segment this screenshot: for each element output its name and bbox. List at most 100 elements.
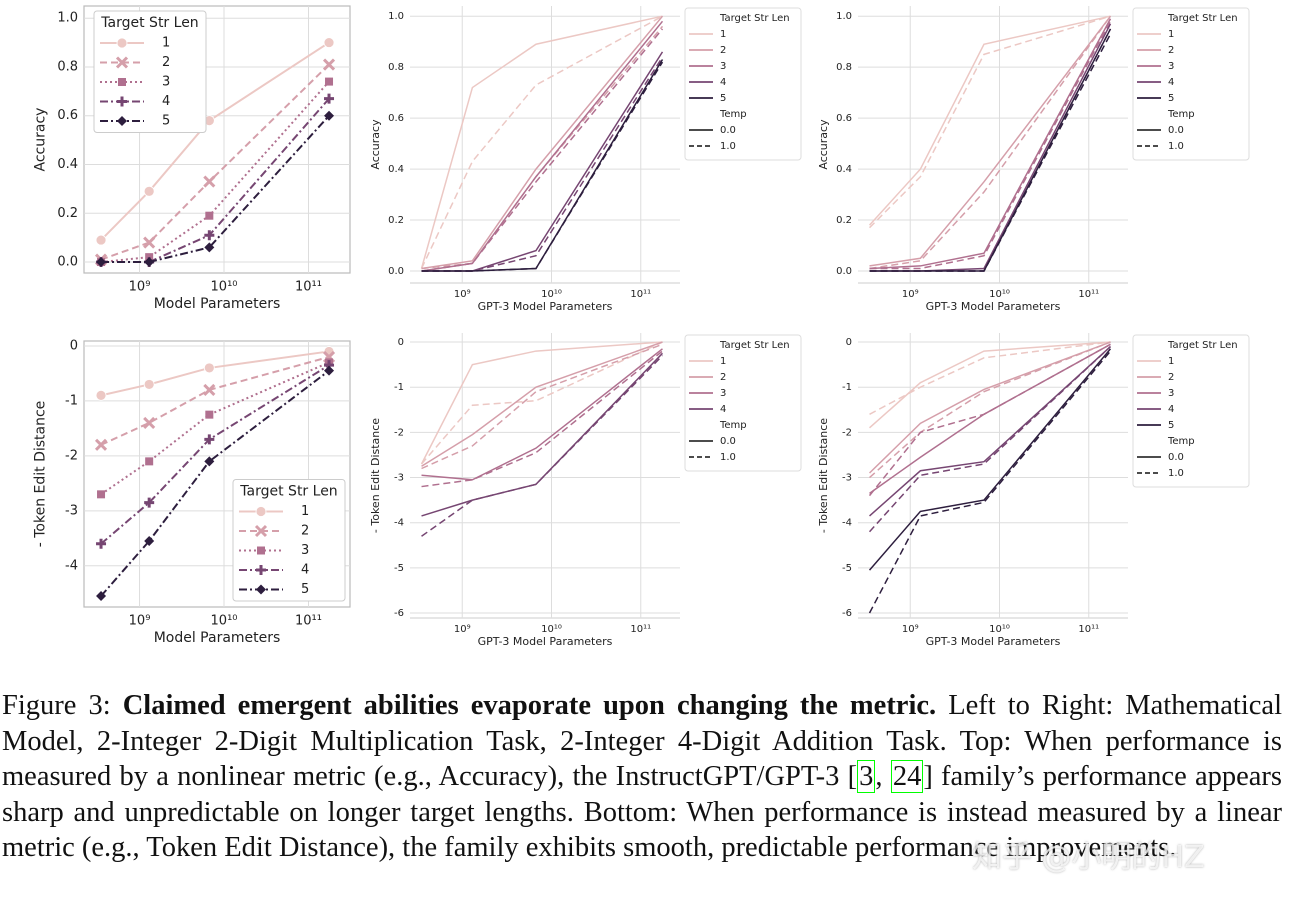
y-tick-label: 0.4 — [57, 157, 78, 172]
marker — [254, 524, 268, 538]
y-axis-label: - Token Edit Distance — [369, 418, 382, 533]
series-line — [869, 345, 1111, 517]
x-tick-label: 10¹¹ — [295, 614, 322, 629]
legend-label: 2 — [720, 45, 726, 56]
series-line — [421, 350, 663, 488]
legend-label: 5 — [301, 582, 309, 597]
series-line — [869, 33, 1112, 272]
legend-label: 1 — [720, 356, 726, 367]
y-tick-label: -2 — [65, 448, 78, 463]
marker — [118, 78, 126, 86]
x-tick-label: 10¹¹ — [1078, 624, 1099, 635]
x-tick-label: 10¹⁰ — [989, 624, 1010, 635]
marker — [97, 490, 106, 499]
series-line — [100, 350, 330, 397]
x-tick-label: 10¹⁰ — [211, 280, 238, 295]
legend-title: Target Str Len — [100, 15, 198, 31]
marker — [96, 591, 107, 602]
legend-box — [1132, 7, 1250, 161]
marker — [143, 379, 155, 390]
legend-label: 4 — [162, 94, 170, 109]
x-tick-label: 10⁹ — [902, 289, 919, 300]
x-tick-label: 10⁹ — [454, 289, 471, 300]
y-tick-label: 1.0 — [836, 11, 852, 22]
series-line — [420, 341, 663, 465]
caption: Figure 3: Claimed emergent abilities eva… — [2, 688, 1282, 866]
y-tick-label: 0.4 — [836, 164, 852, 175]
series-line — [869, 341, 1111, 474]
y-tick-label: -4 — [394, 518, 404, 529]
series-line — [869, 23, 1112, 272]
series-line — [421, 25, 664, 270]
legend-label: 4 — [1168, 77, 1174, 88]
series-line — [421, 355, 664, 537]
x-tick-label: 10¹¹ — [630, 624, 651, 635]
caption-text: Left to Right: Mathematical Model, 2-Int… — [2, 690, 1282, 792]
y-axis-label: Accuracy — [369, 119, 382, 170]
marker — [144, 257, 155, 268]
series-line — [101, 115, 330, 264]
legend-label: 3 — [301, 543, 309, 558]
legend-title: Target Str Len — [719, 13, 790, 24]
series-line — [869, 341, 1111, 415]
legend-box — [1132, 334, 1250, 488]
legend-label: 5 — [162, 114, 170, 129]
legend-label: 2 — [162, 55, 170, 70]
legend-label: 3 — [1168, 388, 1174, 399]
legend-label: 3 — [162, 75, 170, 90]
legend-title: Target Str Len — [719, 340, 790, 351]
legend-label: 1.0 — [720, 141, 736, 152]
y-tick-label: 0.2 — [836, 215, 852, 226]
series-line — [420, 15, 663, 269]
legend-label: 0.0 — [720, 125, 736, 136]
marker — [323, 37, 335, 48]
x-tick-label: 10⁹ — [454, 624, 471, 635]
x-axis-label: GPT-3 Model Parameters — [926, 635, 1061, 648]
legend-label: 4 — [301, 563, 309, 578]
series-line — [421, 348, 663, 481]
marker — [324, 110, 335, 121]
x-axis-label: GPT-3 Model Parameters — [926, 300, 1061, 313]
y-tick-label: 0.2 — [388, 215, 404, 226]
series-line — [869, 15, 1112, 267]
y-tick-label: 0 — [846, 337, 852, 348]
y-tick-label: 0 — [70, 338, 78, 353]
legend-box — [684, 334, 802, 472]
legend-label: 5 — [1168, 420, 1174, 431]
legend-label: 0.0 — [1168, 452, 1184, 463]
y-axis-label: Accuracy — [817, 119, 830, 170]
marker — [256, 584, 266, 595]
legend-label: 3 — [1168, 61, 1174, 72]
marker — [204, 434, 215, 445]
marker — [204, 242, 215, 253]
series-line — [100, 63, 330, 261]
marker — [117, 96, 127, 107]
legend-title: Target Str Len — [239, 484, 337, 500]
series-line — [100, 361, 330, 496]
citation[interactable]: 3 — [857, 760, 876, 793]
citation[interactable]: 24 — [890, 760, 924, 793]
series-line — [420, 15, 663, 269]
legend-label: 4 — [720, 77, 726, 88]
series-line — [100, 369, 330, 597]
x-tick-label: 10¹¹ — [1078, 289, 1099, 300]
marker — [145, 457, 154, 466]
caption-text: ] family’s performance appears sharp and… — [2, 761, 1283, 863]
marker — [325, 77, 334, 86]
y-tick-label: -1 — [394, 382, 404, 393]
series-line — [100, 364, 330, 545]
series-line — [869, 18, 1112, 270]
series-line — [869, 343, 1111, 494]
y-tick-label: 0.8 — [57, 59, 78, 74]
series-line — [869, 20, 1112, 270]
series-line — [421, 28, 664, 272]
series-line — [868, 350, 1112, 614]
legend-title: Temp — [719, 420, 747, 431]
series-line — [869, 341, 1111, 429]
y-tick-label: 0.6 — [836, 113, 852, 124]
y-tick-label: 0 — [398, 337, 404, 348]
legend-title: Temp — [1167, 109, 1195, 120]
legend-label: 3 — [720, 61, 726, 72]
y-axis-label: - Token Edit Distance — [33, 401, 49, 548]
y-tick-label: -3 — [842, 473, 852, 484]
